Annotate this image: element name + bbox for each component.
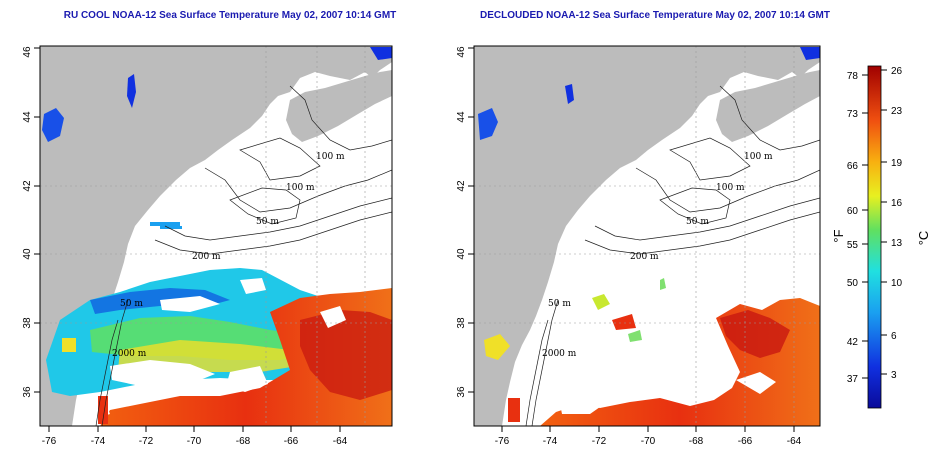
- left-cold-patch: [370, 47, 392, 60]
- left-coastal-yellow: [62, 338, 76, 352]
- right-lat-tick: 44: [456, 111, 467, 123]
- left-lat-axis: 36 38 40 42 44 46: [22, 46, 40, 398]
- right-lat-tick: 46: [456, 46, 467, 58]
- left-cool-pixels: [150, 222, 182, 229]
- colorbar-c-tick: 3: [891, 370, 897, 381]
- right-cold-patch: [800, 47, 820, 60]
- right-lon-tick: -76: [495, 436, 510, 447]
- right-contour-label-5: 50 m: [548, 299, 571, 309]
- right-contour-label-1: 100 m: [744, 152, 773, 162]
- right-warm-core: [720, 310, 790, 358]
- left-map-title: RU COOL NOAA-12 Sea Surface Temperature …: [63, 10, 397, 21]
- left-cold-bay: [42, 108, 64, 142]
- left-contour-label-2: 100 m: [286, 183, 315, 193]
- right-map-title: DECLOUDED NOAA-12 Sea Surface Temperatur…: [480, 10, 830, 21]
- left-contour-label-1: 100 m: [316, 152, 345, 162]
- right-cloud-gap: [736, 372, 776, 394]
- left-lat-tick: 36: [22, 386, 33, 398]
- colorbar-f-tick: 50: [847, 278, 859, 289]
- right-patch-red: [612, 314, 636, 330]
- right-patch-yellow: [484, 334, 510, 360]
- left-lat-tick: 44: [22, 111, 33, 123]
- right-contour-label-3: 50 m: [686, 217, 709, 227]
- colorbar-c-tick: 13: [891, 238, 903, 249]
- right-lon-tick: -68: [689, 436, 704, 447]
- right-lat-axis: 36 38 40 42 44 46: [456, 46, 474, 398]
- left-map: 100 m 100 m 50 m 200 m 50 m 2000 m: [39, 45, 393, 427]
- colorbar-f-tick: 37: [847, 374, 859, 385]
- right-cold-bay: [478, 108, 498, 140]
- colorbar-f-tick: 55: [847, 240, 859, 251]
- left-contour-label-3: 50 m: [256, 217, 279, 227]
- left-land: [40, 46, 392, 426]
- left-contour-label-5: 50 m: [120, 299, 143, 309]
- right-frame: [473, 45, 821, 427]
- right-graticule: [474, 46, 820, 426]
- left-lon-tick: -76: [42, 436, 57, 447]
- left-isobaths: [95, 85, 392, 426]
- right-lon-tick: -74: [543, 436, 558, 447]
- left-frame: [39, 45, 393, 427]
- right-lon-tick: -72: [592, 436, 607, 447]
- left-nova-scotia: [286, 70, 392, 142]
- left-lon-axis: -76 -74 -72 -70 -68 -66 -64: [42, 426, 348, 447]
- right-patch-yellowgreen: [592, 294, 610, 310]
- left-cold-streak: [127, 74, 136, 108]
- right-cold-streak: [565, 84, 574, 104]
- colorbar-celsius-label: °C: [916, 231, 931, 246]
- right-lon-tick: -70: [641, 436, 656, 447]
- right-lat-tick: 38: [456, 317, 467, 329]
- right-map: 100 m 100 m 50 m 200 m 50 m 2000 m: [473, 45, 821, 427]
- colorbar-c-tick: 23: [891, 106, 903, 117]
- colorbar-c-tick: 19: [891, 158, 903, 169]
- right-patch-green: [628, 330, 642, 342]
- right-lon-axis: -76 -74 -72 -70 -68 -66 -64: [495, 426, 802, 447]
- left-lat-tick: 42: [22, 180, 33, 192]
- colorbar-c-tick: 26: [891, 66, 903, 77]
- colorbar-f-tick: 60: [847, 206, 859, 217]
- left-lon-tick: -64: [333, 436, 348, 447]
- colorbar-f-tick: 66: [847, 161, 859, 172]
- colorbar-c-tick: 6: [891, 331, 897, 342]
- right-contour-label-2: 100 m: [716, 183, 745, 193]
- right-cloud-gap-2: [560, 396, 610, 414]
- left-lat-tick: 46: [22, 46, 33, 58]
- right-lat-tick: 36: [456, 386, 467, 398]
- right-lat-tick: 42: [456, 180, 467, 192]
- left-lon-tick: -70: [187, 436, 202, 447]
- colorbar-c-tick: 16: [891, 198, 903, 209]
- colorbar-f-tick: 42: [847, 337, 859, 348]
- left-lon-tick: -68: [236, 436, 251, 447]
- right-contour-label-4: 200 m: [630, 252, 659, 262]
- colorbar: 78 73 66 60 55 50 42 37 26 23 19 16 13 1…: [831, 65, 931, 409]
- right-coastal-red: [508, 398, 520, 422]
- left-warm-core: [300, 310, 392, 400]
- right-isobaths: [525, 85, 820, 426]
- right-contour-label-6: 2000 m: [542, 349, 577, 359]
- left-lat-tick: 40: [22, 248, 33, 260]
- colorbar-ramp: [867, 65, 882, 409]
- right-lon-tick: -64: [787, 436, 802, 447]
- colorbar-f-tick: 73: [847, 109, 859, 120]
- right-lon-tick: -66: [738, 436, 753, 447]
- colorbar-fahrenheit-label: °F: [831, 229, 846, 242]
- right-lat-tick: 40: [456, 248, 467, 260]
- left-lon-tick: -74: [91, 436, 106, 447]
- left-graticule: [40, 46, 392, 426]
- colorbar-c-tick: 10: [891, 278, 903, 289]
- left-coastal-red: [98, 396, 108, 424]
- left-lon-tick: -66: [284, 436, 299, 447]
- left-contour-label-6: 2000 m: [112, 349, 147, 359]
- left-lon-tick: -72: [139, 436, 154, 447]
- right-land: [474, 46, 820, 426]
- colorbar-f-tick: 78: [847, 71, 859, 82]
- left-contour-label-4: 200 m: [192, 252, 221, 262]
- right-patch-green-2: [660, 278, 666, 290]
- left-lat-tick: 38: [22, 317, 33, 329]
